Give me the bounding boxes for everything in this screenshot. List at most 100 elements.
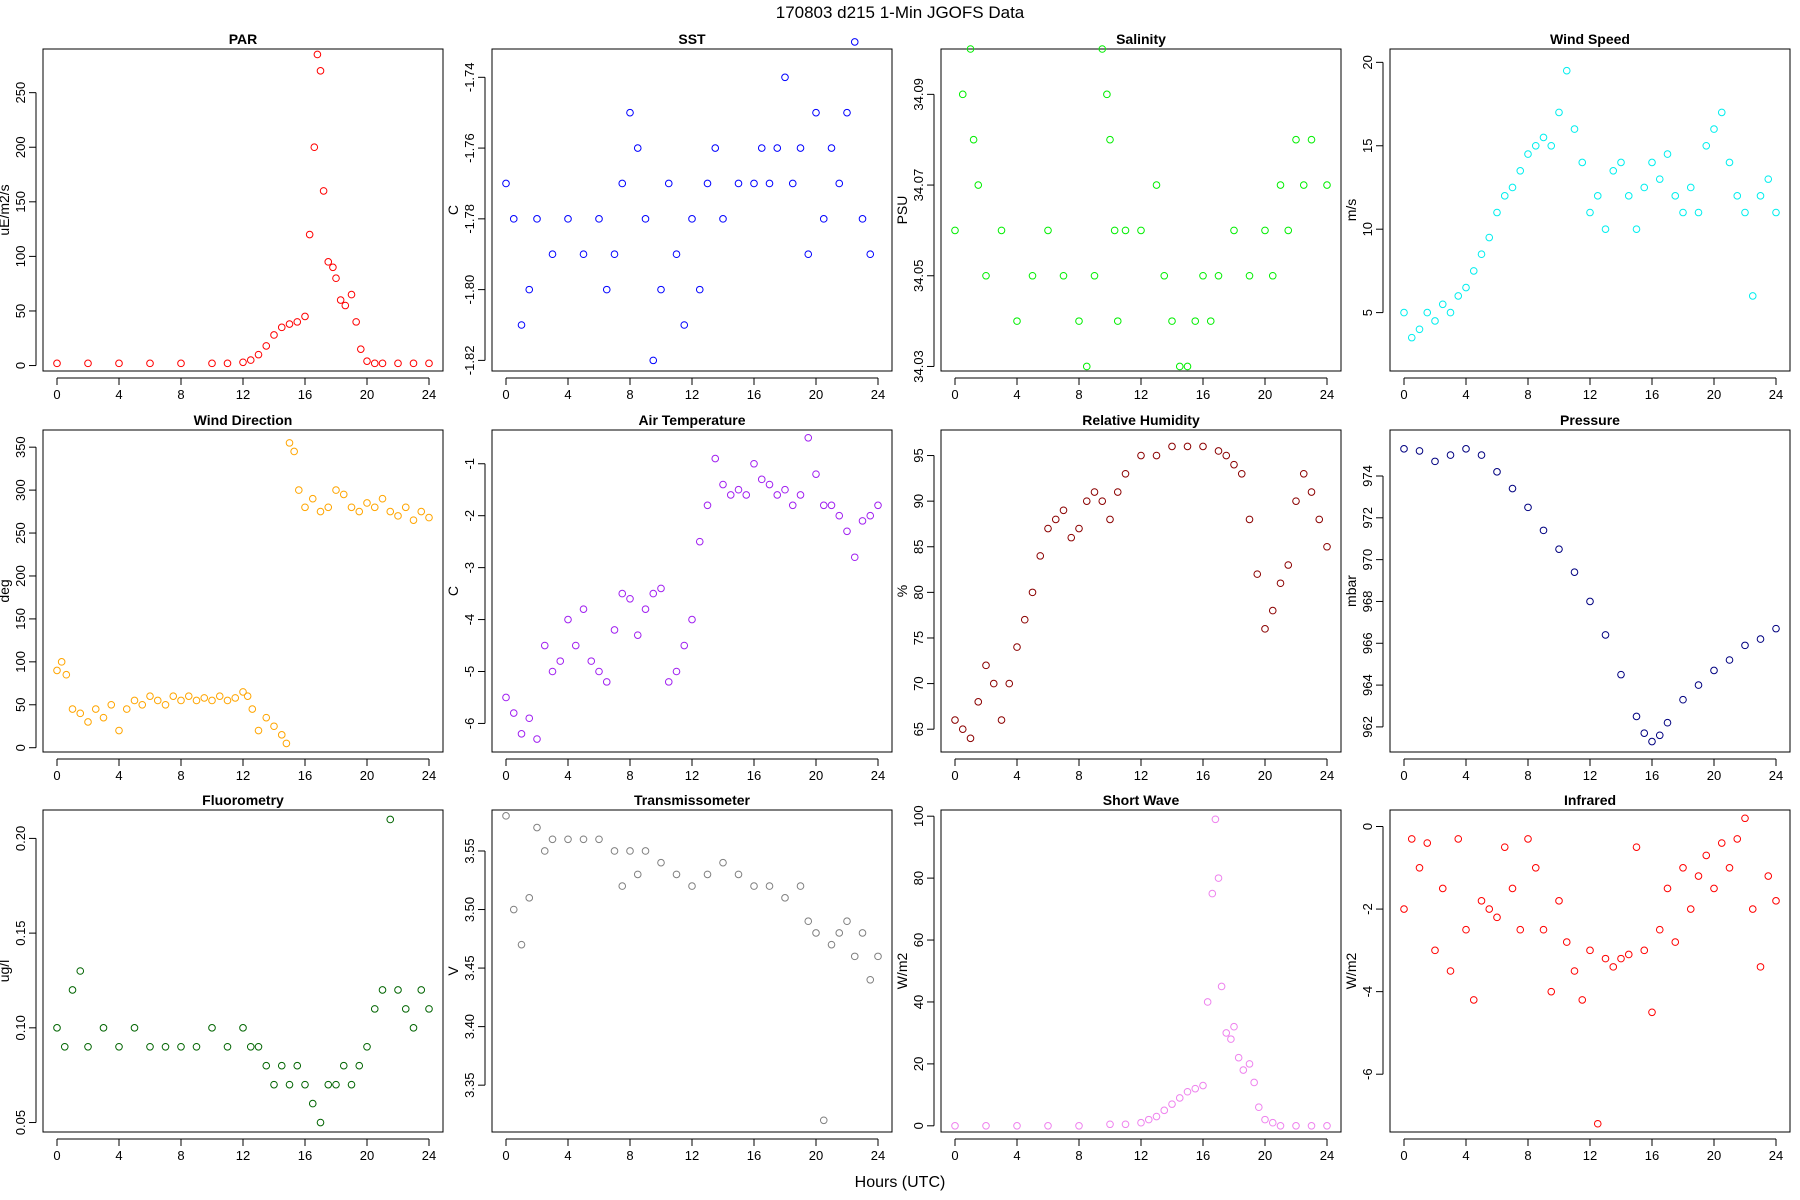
wind-speed-data-point — [1609, 166, 1618, 175]
sst-data-point — [695, 285, 704, 294]
relative-humidity-y-tick-label: 75 — [911, 631, 926, 645]
infrared-data-point — [1415, 863, 1424, 872]
air-temperature-data-point — [757, 475, 766, 484]
air-temperature-data-point — [564, 615, 572, 624]
relative-humidity-data-point — [1268, 606, 1277, 615]
sst-y-tick-label: -1.76 — [462, 133, 477, 163]
short-wave-data-point — [1121, 1120, 1130, 1129]
fluorometry-data-point — [355, 1061, 364, 1070]
wind-speed-data-point — [1710, 125, 1718, 133]
sst-data-point — [719, 215, 727, 223]
relative-humidity-data-point — [1237, 469, 1246, 478]
wind-speed-data-point — [1500, 192, 1509, 200]
wind-direction-data-point — [316, 507, 325, 516]
fluorometry-data-point — [99, 1024, 108, 1032]
wind-speed-data-point — [1485, 233, 1494, 242]
infrared-data-point — [1547, 987, 1556, 996]
relative-humidity-data-point — [1183, 442, 1192, 451]
infrared-x-tick-label: 8 — [1524, 1148, 1531, 1163]
salinity-x-tick-label: 20 — [1258, 387, 1272, 402]
sst-data-point — [533, 215, 541, 223]
pressure-data-point — [1694, 681, 1703, 689]
air-temperature-x-tick-label: 12 — [685, 768, 699, 783]
wind-speed-data-point — [1617, 158, 1625, 167]
relative-humidity-data-point — [1075, 524, 1083, 533]
wind-direction-data-point — [339, 490, 348, 499]
wind-direction-data-point — [248, 705, 257, 713]
wind-speed-data-point — [1415, 325, 1424, 334]
wind-direction-data-point — [184, 692, 193, 700]
salinity-data-point — [1059, 271, 1068, 280]
wind-direction-data-point — [177, 696, 185, 705]
infrared-data-point — [1400, 905, 1408, 913]
pressure-x-tick-label: 0 — [1400, 768, 1407, 783]
wind-direction-data-point — [409, 516, 418, 524]
fluorometry-x-tick-label: 20 — [360, 1148, 374, 1163]
wind-speed-data-point — [1407, 333, 1416, 342]
wind-speed-data-point — [1446, 308, 1455, 317]
wind-speed-data-point — [1772, 208, 1780, 217]
sst-plot-frame — [491, 48, 893, 372]
infrared-data-point — [1756, 963, 1765, 971]
air-temperature-y-tick-label: -2 — [462, 510, 477, 522]
relative-humidity-x-tick-label: 16 — [1196, 768, 1210, 783]
relative-humidity-data-point — [958, 725, 967, 733]
sst-data-point — [796, 144, 805, 152]
wind-speed-data-point — [1570, 125, 1579, 133]
transmissometer-data-point — [843, 917, 851, 926]
short-wave-data-point — [1239, 1066, 1248, 1074]
fluorometry-data-point — [223, 1042, 232, 1051]
sst-data-point — [866, 250, 875, 259]
transmissometer-x-tick-label: 20 — [809, 1148, 823, 1163]
wind-direction-data-point — [57, 658, 66, 666]
par-y-tick-label: 0 — [13, 362, 28, 369]
pressure-data-point — [1663, 718, 1672, 727]
relative-humidity-data-point — [1005, 679, 1014, 688]
par-data-point — [277, 323, 286, 332]
wind-direction-x-tick-label: 20 — [360, 768, 374, 783]
infrared-data-point — [1663, 884, 1672, 893]
infrared-data-point — [1446, 967, 1455, 975]
fluorometry-data-point — [68, 986, 77, 994]
infrared-data-point — [1462, 925, 1470, 934]
sst-data-point — [757, 144, 766, 152]
infrared-data-point — [1555, 897, 1563, 905]
salinity-y-tick-label: 34.03 — [911, 350, 926, 383]
sst-data-point — [843, 108, 851, 117]
short-wave-x-tick-label: 12 — [1134, 1148, 1148, 1163]
air-temperature-data-point — [719, 480, 727, 489]
short-wave-data-point — [1175, 1094, 1184, 1102]
relative-humidity-data-point — [989, 679, 998, 688]
fluorometry-data-point — [146, 1042, 154, 1051]
salinity-x-tick-label: 24 — [1320, 387, 1334, 402]
short-wave-title: Short Wave — [1103, 792, 1180, 808]
sst-data-point — [781, 73, 789, 82]
wind-direction-y-tick-label: 50 — [13, 698, 28, 712]
wind-speed-data-point — [1632, 225, 1641, 233]
air-temperature-data-point — [672, 667, 681, 676]
par-x-tick-label: 0 — [53, 387, 60, 402]
salinity-data-point — [958, 90, 967, 99]
salinity-data-point — [1113, 317, 1122, 325]
air-temperature-data-point — [657, 584, 665, 593]
air-temperature-data-point — [641, 605, 650, 613]
salinity-data-point — [1261, 226, 1269, 235]
sst-data-point — [610, 250, 619, 259]
infrared-y-tick-label: -4 — [1360, 986, 1375, 998]
transmissometer-data-point — [517, 940, 526, 949]
salinity-y-tick-label: 34.05 — [911, 259, 926, 292]
par-data-point — [270, 331, 278, 339]
wind-speed-data-point — [1400, 308, 1408, 317]
relative-humidity-data-point — [1284, 561, 1293, 569]
pressure-title: Pressure — [1560, 412, 1620, 428]
short-wave-plot-frame — [940, 809, 1342, 1133]
pressure-y-axis-label: mbar — [1343, 575, 1359, 607]
wind-speed-data-point — [1578, 158, 1587, 167]
wind-speed-data-point — [1593, 192, 1602, 200]
transmissometer-y-tick-label: 3.50 — [462, 897, 477, 922]
sst-data-point — [765, 179, 774, 188]
fluorometry-data-point — [324, 1080, 333, 1089]
sst-x-tick-label: 8 — [626, 387, 633, 402]
pressure-data-point — [1524, 503, 1532, 512]
air-temperature-data-point — [548, 667, 557, 676]
